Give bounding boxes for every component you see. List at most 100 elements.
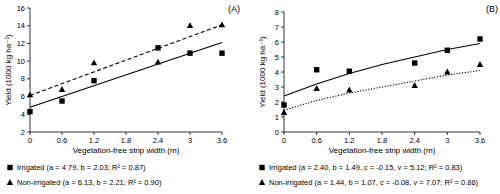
x-tick: [190, 132, 191, 135]
y-tick-label: 4: [275, 68, 279, 77]
fit-line: [284, 71, 480, 111]
legend-entry: Irrigated (a = 4.79, b = 2.03; R² = 0.87…: [7, 163, 146, 172]
x-tick: [94, 132, 95, 135]
x-tick-label: 1.8: [377, 136, 387, 145]
y-tick-label: 1: [275, 113, 279, 122]
data-point: [91, 60, 97, 66]
fit-line: [30, 25, 222, 96]
data-point: [91, 78, 96, 83]
x-tick: [349, 132, 350, 135]
y-tick: [281, 87, 284, 88]
y-tick-label: 8: [21, 74, 25, 83]
y-tick-label: 3: [275, 83, 279, 92]
legend-marker: [7, 165, 12, 170]
x-axis-label: Vegetation-free strip width (m): [329, 146, 436, 155]
x-tick: [447, 132, 448, 135]
panel: 0 1 2 3 4 5 6 7 8 0 0.6 1.2 1.8 2.4 3 3.6 Vegetation-fre…: [258, 4, 498, 187]
legend-label: Irrigated (a = 2.40, b = 1.49, c = -0.15…: [269, 163, 463, 172]
data-point: [477, 61, 483, 67]
y-tick: [27, 132, 30, 133]
x-tick: [30, 132, 31, 135]
data-point: [27, 109, 32, 114]
x-tick-label: 0.6: [57, 136, 67, 145]
data-point: [411, 82, 417, 88]
x-tick: [158, 132, 159, 135]
x-tick: [284, 132, 285, 135]
x-axis-label: Vegetation-free strip width (m): [73, 146, 180, 155]
legend-marker: [259, 179, 265, 185]
y-tick: [281, 57, 284, 58]
legend-entry: Irrigated (a = 2.40, b = 1.49, c = -0.15…: [259, 163, 462, 172]
y-tick-label: 6: [275, 38, 279, 47]
x-tick-label: 1.2: [89, 136, 99, 145]
y-tick: [281, 132, 284, 133]
y-tick-label: 5: [275, 53, 279, 62]
data-point: [412, 60, 417, 65]
y-tick: [27, 78, 30, 79]
x-tick-label: 1.2: [344, 136, 354, 145]
legend-label: Non-irrigated (a = 6.13, b = 2.21; R² = …: [17, 178, 162, 187]
y-tick-label: 16: [17, 4, 25, 13]
legend-marker: [259, 165, 264, 170]
plot-area: [27, 21, 225, 114]
x-tick: [480, 132, 481, 135]
y-tick: [281, 27, 284, 28]
panel-title: (A): [228, 4, 240, 14]
legend-entry: Non-irrigated (a = 1.44, b = 1.07, c = -…: [259, 178, 479, 187]
y-tick: [27, 25, 30, 26]
data-point: [59, 86, 65, 92]
x-tick: [62, 132, 63, 135]
x-tick: [316, 132, 317, 135]
fit-line: [284, 44, 480, 97]
y-tick: [27, 8, 30, 9]
y-tick: [27, 61, 30, 62]
y-tick-label: 14: [17, 21, 25, 30]
fit-line: [30, 43, 222, 108]
y-tick-label: 8: [275, 8, 279, 17]
legend-entry: Non-irrigated (a = 6.13, b = 2.21; R² = …: [7, 178, 162, 187]
y-tick-label: 7: [275, 23, 279, 32]
y-tick: [281, 42, 284, 43]
x-tick-label: 0: [282, 136, 286, 145]
x-tick-label: 3.6: [217, 136, 227, 145]
data-point: [313, 85, 319, 91]
panel: 24681012141600.61.21.82.433.6Vegetation-…: [4, 4, 240, 188]
x-tick: [382, 132, 383, 135]
x-tick-label: 3: [445, 136, 449, 145]
x-tick-label: 0.6: [311, 136, 321, 145]
y-tick-label: 10: [17, 57, 25, 66]
data-point: [59, 98, 64, 103]
plot-area: [281, 36, 483, 115]
data-point: [281, 102, 286, 107]
x-tick-label: 0: [28, 136, 32, 145]
x-tick-label: 2.4: [153, 136, 163, 145]
data-point: [219, 21, 225, 27]
x-tick-label: 2.4: [409, 136, 419, 145]
panel-title: (B): [486, 4, 498, 14]
y-tick: [281, 72, 284, 73]
y-axis-label: Yield (1000 kg ha⁻¹): [258, 36, 267, 108]
y-tick-label: 0: [275, 128, 279, 137]
y-tick-label: 4: [21, 110, 25, 119]
x-tick: [126, 132, 127, 135]
y-tick: [281, 117, 284, 118]
data-point: [477, 36, 482, 41]
y-tick-label: 6: [21, 92, 25, 101]
data-point: [444, 69, 450, 75]
data-point: [346, 87, 352, 93]
x-tick-label: 3: [188, 136, 192, 145]
y-tick-label: 2: [21, 128, 25, 137]
figure: 24681012141600.61.21.82.433.6Vegetation-…: [0, 0, 500, 194]
legend-marker: [7, 179, 13, 185]
y-tick-label: 2: [275, 98, 279, 107]
x-tick: [414, 132, 415, 135]
data-point: [219, 50, 224, 55]
legend-label: Irrigated (a = 4.79, b = 2.03; R² = 0.87…: [17, 163, 146, 172]
y-tick: [27, 43, 30, 44]
data-point: [314, 67, 319, 72]
data-point: [187, 22, 193, 28]
y-axis-label: Yield (1000 kg ha⁻¹): [4, 34, 13, 106]
legend-label: Non-irrigated (a = 1.44, b = 1.07, c = -…: [269, 178, 479, 187]
x-tick-label: 3.6: [475, 136, 485, 145]
y-tick-label: 12: [17, 39, 25, 48]
